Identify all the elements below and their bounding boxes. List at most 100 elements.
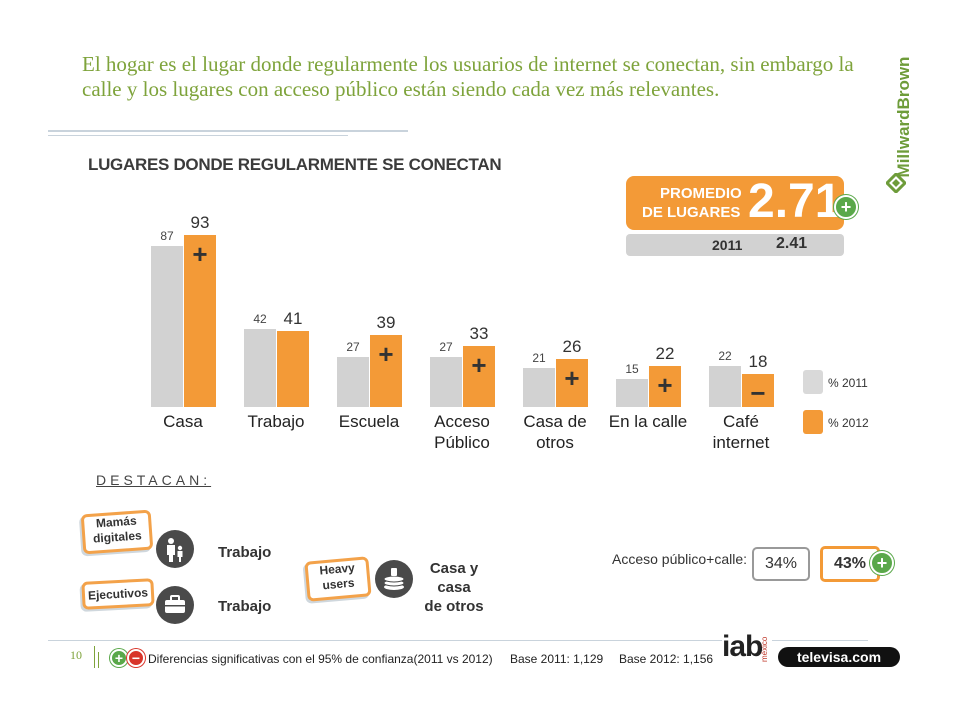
televisa-logo: televisa.com — [778, 647, 900, 667]
category-label: Café internet — [686, 411, 796, 453]
coin-stack-icon — [375, 560, 413, 598]
data-label-2011: 22 — [718, 349, 732, 364]
category-label: Casa — [128, 411, 238, 432]
label-line: de otros — [424, 598, 484, 615]
plus-minus-icon: + − — [110, 649, 146, 667]
data-label-2012: 39 — [376, 312, 396, 332]
category-label: Trabajo — [221, 411, 331, 432]
promedio-value: 2.71 — [748, 175, 842, 228]
minus-icon: − — [127, 649, 145, 667]
plus-icon: + — [657, 370, 673, 401]
acceso-publico-label: Acceso público+calle: — [612, 551, 748, 567]
bar-2011 — [430, 357, 462, 407]
destacan-label-heavy: Casa y casa de otros — [415, 559, 493, 616]
brand-mark-icon — [886, 173, 906, 193]
divider — [98, 652, 99, 668]
bar-2011 — [244, 329, 276, 407]
bar-2012 — [370, 334, 402, 407]
page-number: 10 — [70, 648, 82, 662]
category-label-line: En la calle — [608, 412, 688, 431]
bar-chart: 87 93 + Casa 42 41 Trabajo 27 39 + Escuela 27 33 + Acc… — [128, 212, 796, 453]
category-label-line: Público — [434, 433, 490, 452]
bar-2012 — [184, 234, 216, 407]
bar-2011 — [709, 366, 741, 407]
data-label-2012: 26 — [562, 336, 582, 356]
promedio-2011-box: 2011 2.41 — [626, 234, 844, 256]
bar-2012 — [742, 373, 774, 407]
acceso-2011-value: 34% — [752, 547, 810, 581]
plus-icon: + — [834, 195, 858, 219]
category-label-line: Café — [723, 412, 759, 431]
category-label: En la calle — [593, 411, 703, 432]
category-label-line: otros — [536, 433, 574, 452]
data-label-2012: 22 — [655, 344, 675, 364]
promedio-prev-value: 2.41 — [776, 235, 808, 252]
legend-swatch-2011 — [803, 370, 823, 394]
data-label-2011: 27 — [346, 340, 360, 355]
bar-2011 — [151, 246, 183, 407]
bar-2011 — [337, 357, 369, 407]
destacan-label-mamas: Trabajo — [218, 544, 272, 561]
iab-logo-text: iab — [722, 630, 763, 663]
family-icon — [156, 530, 194, 568]
category-label-line: Casa — [163, 412, 203, 431]
data-label-2012: 93 — [190, 212, 210, 232]
tag-ejecutivos: Ejecutivos — [81, 578, 155, 610]
bar-2012 — [463, 345, 495, 407]
category-label-line: Escuela — [338, 412, 400, 431]
base-2012: Base 2012: 1,156 — [619, 652, 714, 666]
plus-icon: + — [192, 238, 208, 269]
legend-swatch-2012 — [803, 410, 823, 434]
tag-heavy-users: Heavy users — [304, 556, 372, 602]
brand-logo: MillwardBrown — [880, 45, 920, 205]
data-label-2012: 41 — [283, 309, 303, 329]
page-title: El hogar es el lugar donde regularmente … — [82, 52, 854, 101]
bar-2012 — [556, 358, 588, 407]
promedio-box: PROMEDIO DE LUGARES 2.71 — [626, 175, 844, 230]
category-label: Acceso Público — [407, 411, 517, 453]
tag-line: Ejecutivos — [87, 585, 149, 603]
plus-icon: + — [471, 349, 487, 380]
plus-icon: + — [564, 362, 580, 393]
category-label-line: Acceso — [434, 412, 490, 431]
footer-divider — [48, 640, 868, 641]
plus-icon: + — [378, 338, 394, 369]
iab-logo: iab méxico — [722, 628, 772, 668]
bar-2011 — [523, 368, 555, 407]
tag-line: digitales — [92, 528, 143, 546]
data-label-2011: 21 — [532, 351, 546, 366]
label-line: Casa y casa — [429, 560, 479, 596]
plus-icon: + — [110, 649, 128, 667]
bar-2012 — [277, 331, 309, 407]
destacan-title: DESTACAN: — [96, 472, 212, 488]
promedio-label: PROMEDIO DE LUGARES — [642, 184, 742, 222]
legend-label-2011: % 2011 — [828, 376, 868, 390]
data-label-2011: 87 — [160, 229, 174, 244]
data-label-2011: 42 — [253, 312, 267, 327]
category-label-line: Trabajo — [247, 412, 305, 431]
data-label-2011: 27 — [439, 340, 453, 355]
category-label: Escuela — [314, 411, 424, 432]
bar-2011 — [616, 379, 648, 407]
base-2011: Base 2011: 1,129 — [510, 652, 604, 666]
promedio-label-line2: DE LUGARES — [642, 204, 741, 221]
tag-mamas-digitales: Mamás digitales — [80, 509, 154, 555]
category-label-line: internet — [712, 433, 770, 452]
iab-logo-sub: méxico — [760, 636, 769, 662]
divider — [94, 646, 95, 668]
briefcase-icon — [156, 586, 194, 624]
divider — [48, 135, 348, 136]
promedio-prev-year: 2011 — [712, 237, 743, 253]
plus-icon: + — [870, 551, 894, 575]
legend-label-2012: % 2012 — [828, 416, 869, 430]
minus-icon: − — [750, 377, 766, 408]
destacan-label-ejecutivos: Trabajo — [218, 598, 272, 615]
promedio-label-line1: PROMEDIO — [660, 185, 742, 202]
divider — [48, 130, 408, 132]
significance-note: Diferencias significativas con el 95% de… — [148, 652, 493, 666]
bar-2012 — [649, 366, 681, 407]
data-label-2011: 15 — [625, 362, 639, 377]
category-label-line: Casa de — [523, 412, 587, 431]
category-label: Casa de otros — [500, 411, 610, 453]
chart-title: LUGARES DONDE REGULARMENTE SE CONECTAN — [88, 155, 502, 174]
